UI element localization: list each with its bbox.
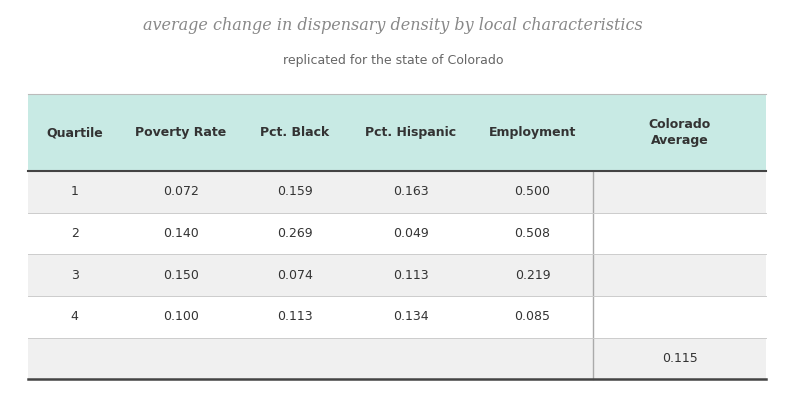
Text: 0.134: 0.134 xyxy=(393,310,428,323)
Text: replicated for the state of Colorado: replicated for the state of Colorado xyxy=(283,54,503,68)
Bar xyxy=(28,254,766,296)
Text: 0.269: 0.269 xyxy=(277,227,313,240)
Bar xyxy=(28,213,766,254)
Text: 0.508: 0.508 xyxy=(515,227,550,240)
Bar xyxy=(28,296,766,338)
Text: 0.049: 0.049 xyxy=(393,227,428,240)
Text: average change in dispensary density by local characteristics: average change in dispensary density by … xyxy=(143,17,643,34)
Text: 0.074: 0.074 xyxy=(277,268,313,282)
Text: Employment: Employment xyxy=(489,126,576,139)
Text: 1: 1 xyxy=(71,185,79,198)
Bar xyxy=(28,171,766,213)
Text: 0.113: 0.113 xyxy=(393,268,428,282)
Text: 0.140: 0.140 xyxy=(163,227,199,240)
Text: Quartile: Quartile xyxy=(46,126,103,139)
Bar xyxy=(28,94,766,171)
Text: 4: 4 xyxy=(71,310,79,323)
Text: 0.085: 0.085 xyxy=(515,310,550,323)
Text: 0.115: 0.115 xyxy=(662,352,698,365)
Text: Pct. Hispanic: Pct. Hispanic xyxy=(365,126,456,139)
Text: Poverty Rate: Poverty Rate xyxy=(135,126,226,139)
Text: Colorado
Average: Colorado Average xyxy=(648,118,711,147)
Text: 0.150: 0.150 xyxy=(163,268,199,282)
Text: 0.500: 0.500 xyxy=(515,185,550,198)
Text: 3: 3 xyxy=(71,268,79,282)
Text: 0.072: 0.072 xyxy=(163,185,199,198)
Text: 0.219: 0.219 xyxy=(515,268,550,282)
Text: Pct. Black: Pct. Black xyxy=(260,126,329,139)
Text: 0.113: 0.113 xyxy=(277,310,313,323)
Text: 0.159: 0.159 xyxy=(277,185,313,198)
Bar xyxy=(28,338,766,379)
Text: 2: 2 xyxy=(71,227,79,240)
Text: 0.163: 0.163 xyxy=(393,185,428,198)
Text: 0.100: 0.100 xyxy=(163,310,199,323)
